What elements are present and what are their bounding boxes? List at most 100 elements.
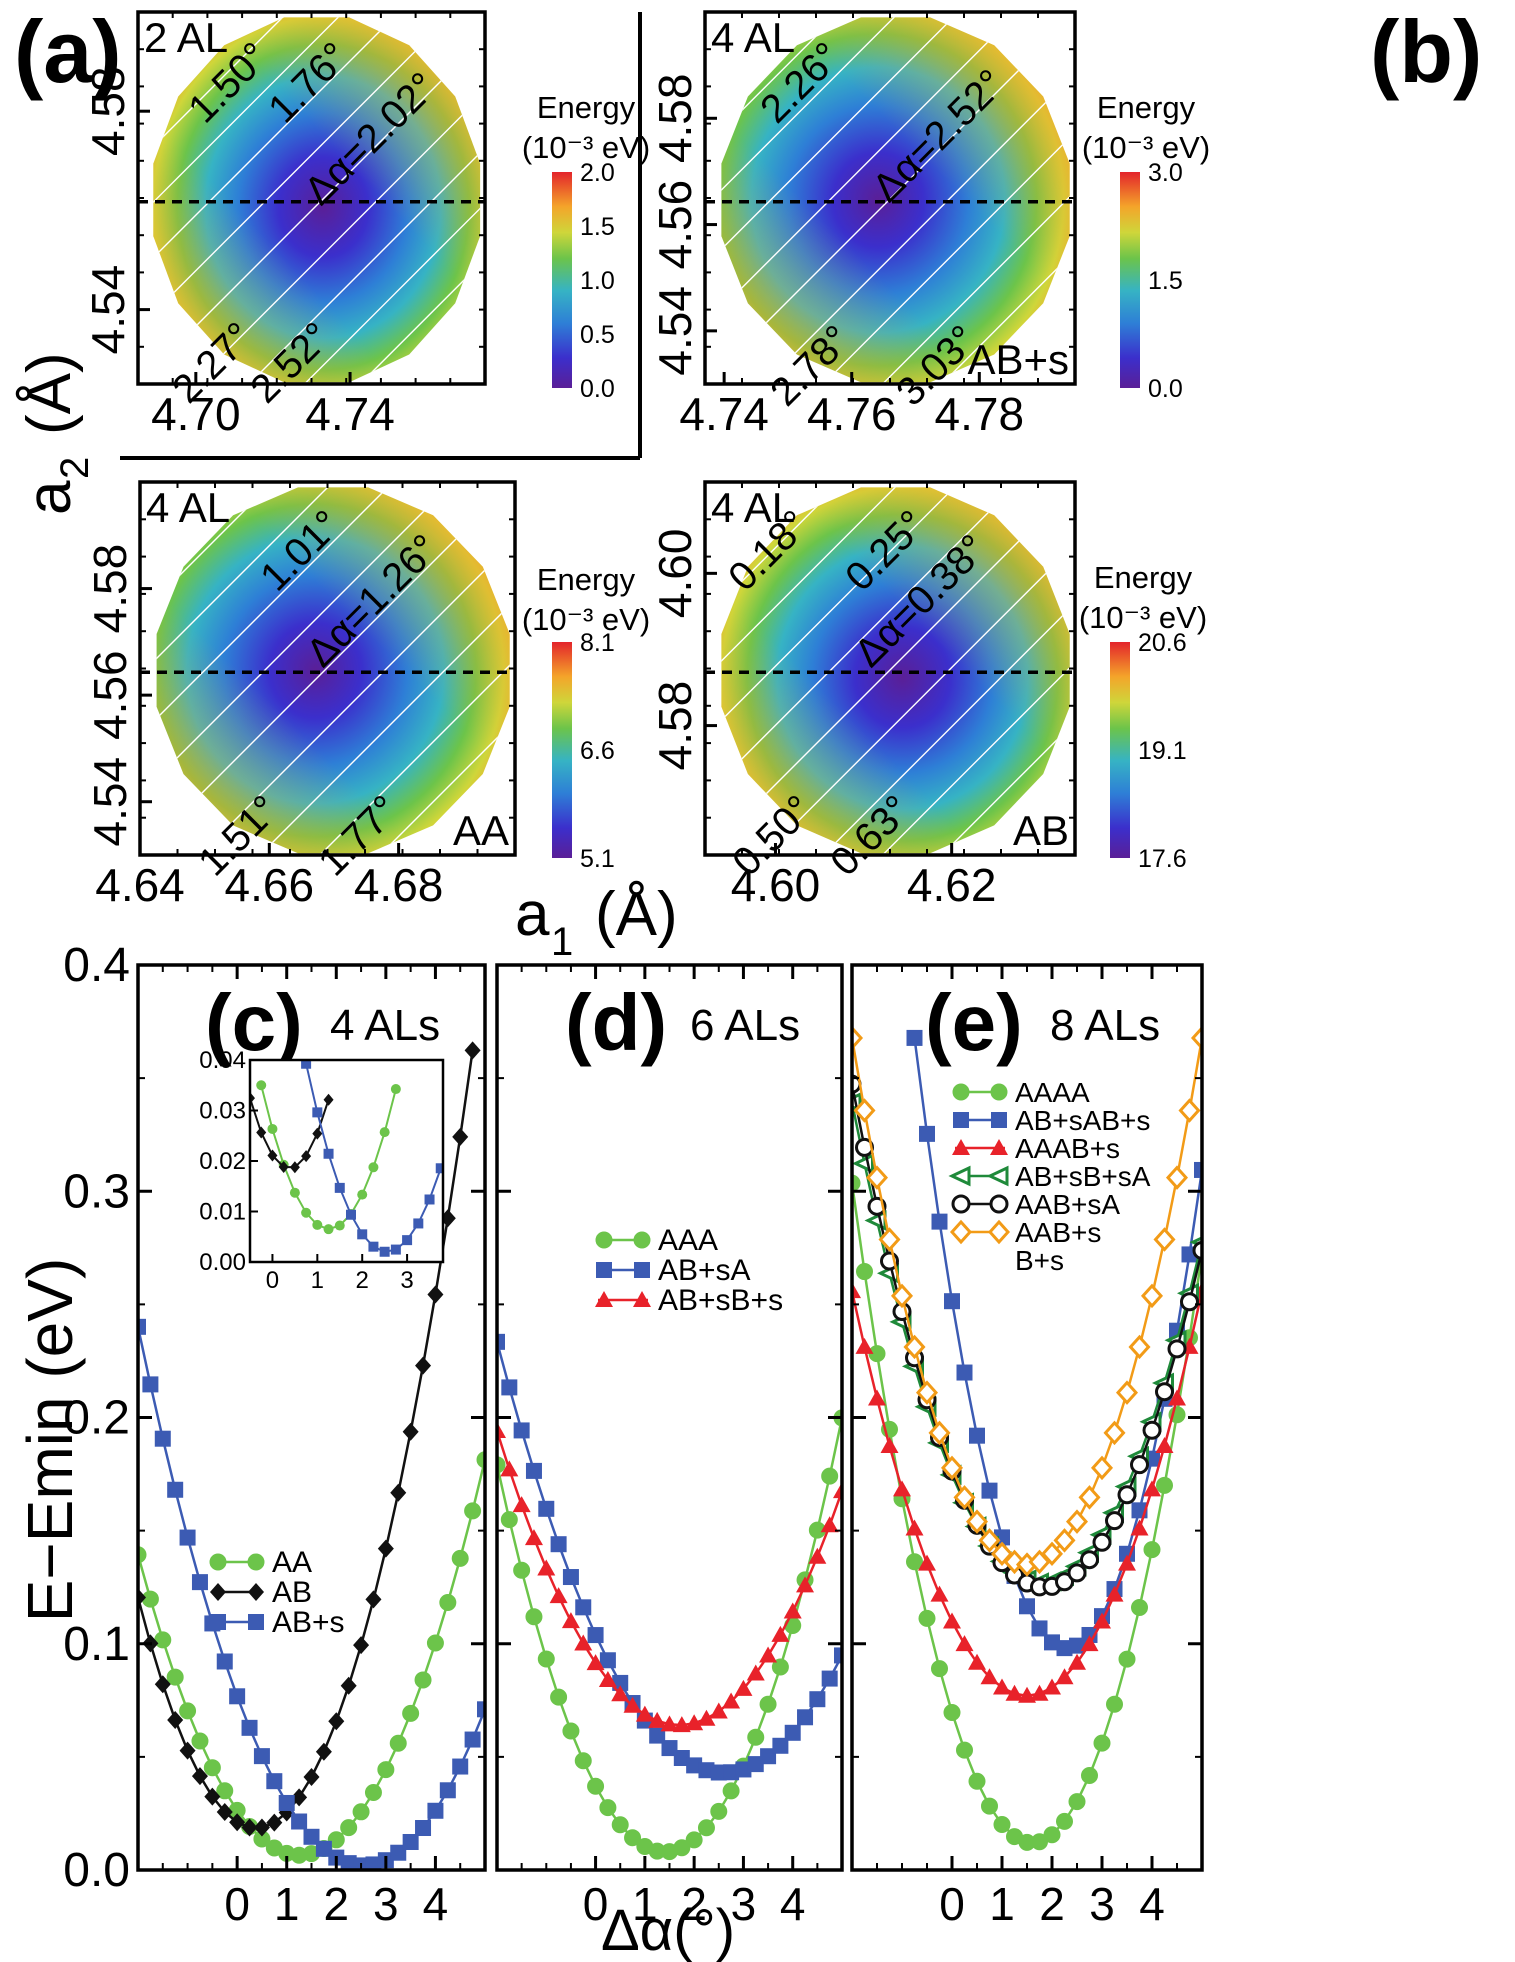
data-point bbox=[210, 1614, 226, 1630]
data-point bbox=[1118, 1554, 1136, 1571]
data-point bbox=[550, 1688, 568, 1706]
panel-title: 6 ALs bbox=[690, 1001, 800, 1050]
x-tick-label: 4.62 bbox=[907, 859, 997, 911]
legend-label: AAAB+s bbox=[1015, 1133, 1120, 1164]
angle-contour-line bbox=[304, 17, 481, 383]
data-point bbox=[138, 1318, 146, 1335]
angle-contour-line bbox=[319, 487, 510, 854]
data-point bbox=[956, 1364, 973, 1381]
data-point bbox=[1018, 1686, 1036, 1703]
data-point bbox=[1118, 1650, 1136, 1668]
angle-contour-line bbox=[721, 487, 961, 854]
data-point bbox=[365, 1590, 382, 1609]
data-point bbox=[427, 1285, 444, 1304]
data-point bbox=[1093, 1734, 1111, 1752]
data-point bbox=[1043, 1826, 1061, 1844]
colorbar bbox=[552, 172, 572, 388]
data-point bbox=[943, 1704, 961, 1722]
angle-contour-line bbox=[153, 17, 455, 383]
data-point bbox=[141, 1590, 159, 1608]
data-point bbox=[599, 1799, 617, 1817]
data-point bbox=[179, 1529, 196, 1546]
map-corner-label: AA bbox=[453, 807, 509, 854]
data-point bbox=[209, 1553, 227, 1571]
inset-y-tick-label: 0.04 bbox=[199, 1047, 246, 1074]
data-point bbox=[587, 1777, 605, 1795]
legend-label: AB+s bbox=[272, 1606, 345, 1639]
data-point bbox=[1043, 1678, 1061, 1695]
data-point bbox=[931, 1213, 948, 1230]
y-tick-label: 4.54 bbox=[649, 286, 701, 376]
inset-data-point bbox=[435, 1163, 443, 1174]
data-point bbox=[1055, 1572, 1074, 1592]
data-point bbox=[340, 1819, 358, 1837]
data-point bbox=[833, 1482, 842, 1499]
data-point bbox=[771, 1625, 790, 1642]
x-tick-label: 4.74 bbox=[679, 388, 769, 440]
legend-label: AB+sA bbox=[658, 1254, 751, 1287]
data-point bbox=[990, 1139, 1008, 1155]
data-point bbox=[1068, 1793, 1086, 1811]
inset-data-point bbox=[312, 1219, 323, 1230]
inset-data-point bbox=[357, 1229, 368, 1240]
data-point bbox=[303, 1828, 320, 1845]
bottom-y-title: E−Emin (eV) bbox=[14, 1258, 86, 1623]
series-line bbox=[138, 1050, 474, 1829]
x-tick-label: 2 bbox=[323, 1878, 349, 1930]
legend-label: AAB+sA bbox=[1015, 1189, 1120, 1220]
data-point bbox=[710, 1802, 728, 1820]
data-point bbox=[497, 1456, 506, 1474]
data-point bbox=[1167, 1339, 1187, 1359]
inset-x-tick-label: 1 bbox=[311, 1267, 324, 1294]
angle-contour-line bbox=[721, 487, 1020, 854]
data-point bbox=[1069, 1637, 1085, 1654]
line-panel-e: 0 1 2 3 4(e) 8 ALsAAAAAB+sAB+sAAAB+sAB+sB+sAA… bbox=[850, 963, 1204, 1930]
data-point bbox=[138, 1546, 147, 1564]
x-tick-label: 4.66 bbox=[225, 859, 315, 911]
data-point bbox=[1117, 1485, 1137, 1505]
data-point bbox=[464, 1731, 481, 1748]
inset-x-tick-label: 2 bbox=[356, 1267, 369, 1294]
plot-area bbox=[497, 1333, 842, 1861]
y-tick-label: 4.54 bbox=[82, 265, 134, 355]
angle-contour-line bbox=[721, 487, 1070, 854]
panel-label: (c) bbox=[205, 978, 303, 1067]
bottom-x-title: Δα(°) bbox=[601, 1898, 735, 1962]
inset-y-tick-label: 0.03 bbox=[199, 1098, 246, 1125]
x-tick-label: 4 bbox=[423, 1878, 449, 1930]
data-point bbox=[1130, 1519, 1149, 1536]
y-tick-label: 4.60 bbox=[649, 529, 701, 619]
data-point bbox=[253, 1748, 270, 1765]
data-point bbox=[993, 1678, 1011, 1695]
data-point bbox=[524, 1529, 543, 1546]
x-tick-label: 4.64 bbox=[95, 859, 185, 911]
data-point bbox=[890, 1283, 914, 1309]
data-point bbox=[340, 1855, 357, 1870]
data-point bbox=[952, 1139, 970, 1155]
colorbar-unit: (10⁻³ eV) bbox=[522, 602, 650, 637]
data-point bbox=[868, 1389, 886, 1406]
data-point bbox=[1044, 1634, 1060, 1651]
data-point bbox=[624, 1829, 642, 1847]
data-point bbox=[537, 1559, 556, 1576]
data-point bbox=[918, 1609, 936, 1627]
data-point bbox=[1115, 1380, 1139, 1405]
data-point bbox=[1105, 1511, 1124, 1531]
angle-contour-line bbox=[248, 17, 481, 383]
data-point bbox=[928, 1420, 951, 1446]
data-point bbox=[685, 1831, 703, 1849]
inset-plot: 0 1 2 3 0.00 0.01 0.02 0.03 0.04 bbox=[199, 1047, 445, 1294]
colorbar-tick-label: 0.0 bbox=[580, 375, 615, 403]
data-point bbox=[783, 1602, 802, 1619]
inset-data-point bbox=[334, 1182, 345, 1193]
data-point bbox=[377, 1539, 394, 1558]
x-tick-label: 3 bbox=[373, 1878, 399, 1930]
colorbar-tick-label: 8.1 bbox=[580, 629, 615, 657]
data-point bbox=[772, 1737, 789, 1754]
data-point bbox=[986, 1165, 1009, 1187]
panel-b-label: (b) bbox=[1370, 2, 1482, 101]
x-tick-label: 1 bbox=[632, 1878, 658, 1930]
data-point bbox=[661, 1740, 678, 1757]
inset-data-point bbox=[334, 1220, 345, 1231]
